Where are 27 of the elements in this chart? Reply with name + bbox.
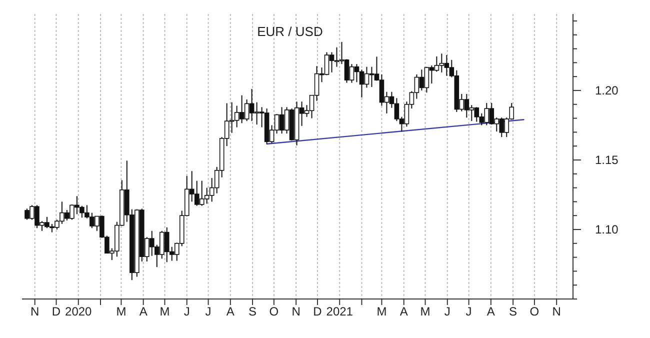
x-tick-label: S [509,304,518,319]
x-tick-label: N [552,304,561,319]
x-tick-label: D [52,304,61,319]
x-tick-label: M [116,304,126,319]
x-tick-label: M [420,304,430,319]
y-tick-label: 1.10 [595,222,619,236]
x-tick-label: O [269,304,279,319]
x-tick-label: D [313,304,322,319]
x-tick-label: A [400,304,408,319]
y-tick-label: 1.20 [595,83,619,98]
x-tick-label: N [30,304,40,319]
x-tick-label: 2021 [326,304,354,319]
x-tick-label: J [466,304,472,319]
x-tick-label: J [184,304,190,319]
y-tick-label: 1.15 [595,152,619,167]
x-tick-label: M [376,304,387,319]
x-tick-label: A [226,304,234,319]
x-tick-label: O [530,304,540,319]
x-tick-label: A [486,304,495,319]
x-tick-label: M [160,304,170,319]
x-tick-label: N [292,304,300,319]
x-tick-label: J [205,304,212,319]
x-tick-label: 2020 [65,304,92,319]
x-tick-label: J [444,304,450,319]
text: EUR / USD [257,24,323,39]
x-tick-label: A [139,304,148,319]
x-tick-label: S [248,304,257,319]
